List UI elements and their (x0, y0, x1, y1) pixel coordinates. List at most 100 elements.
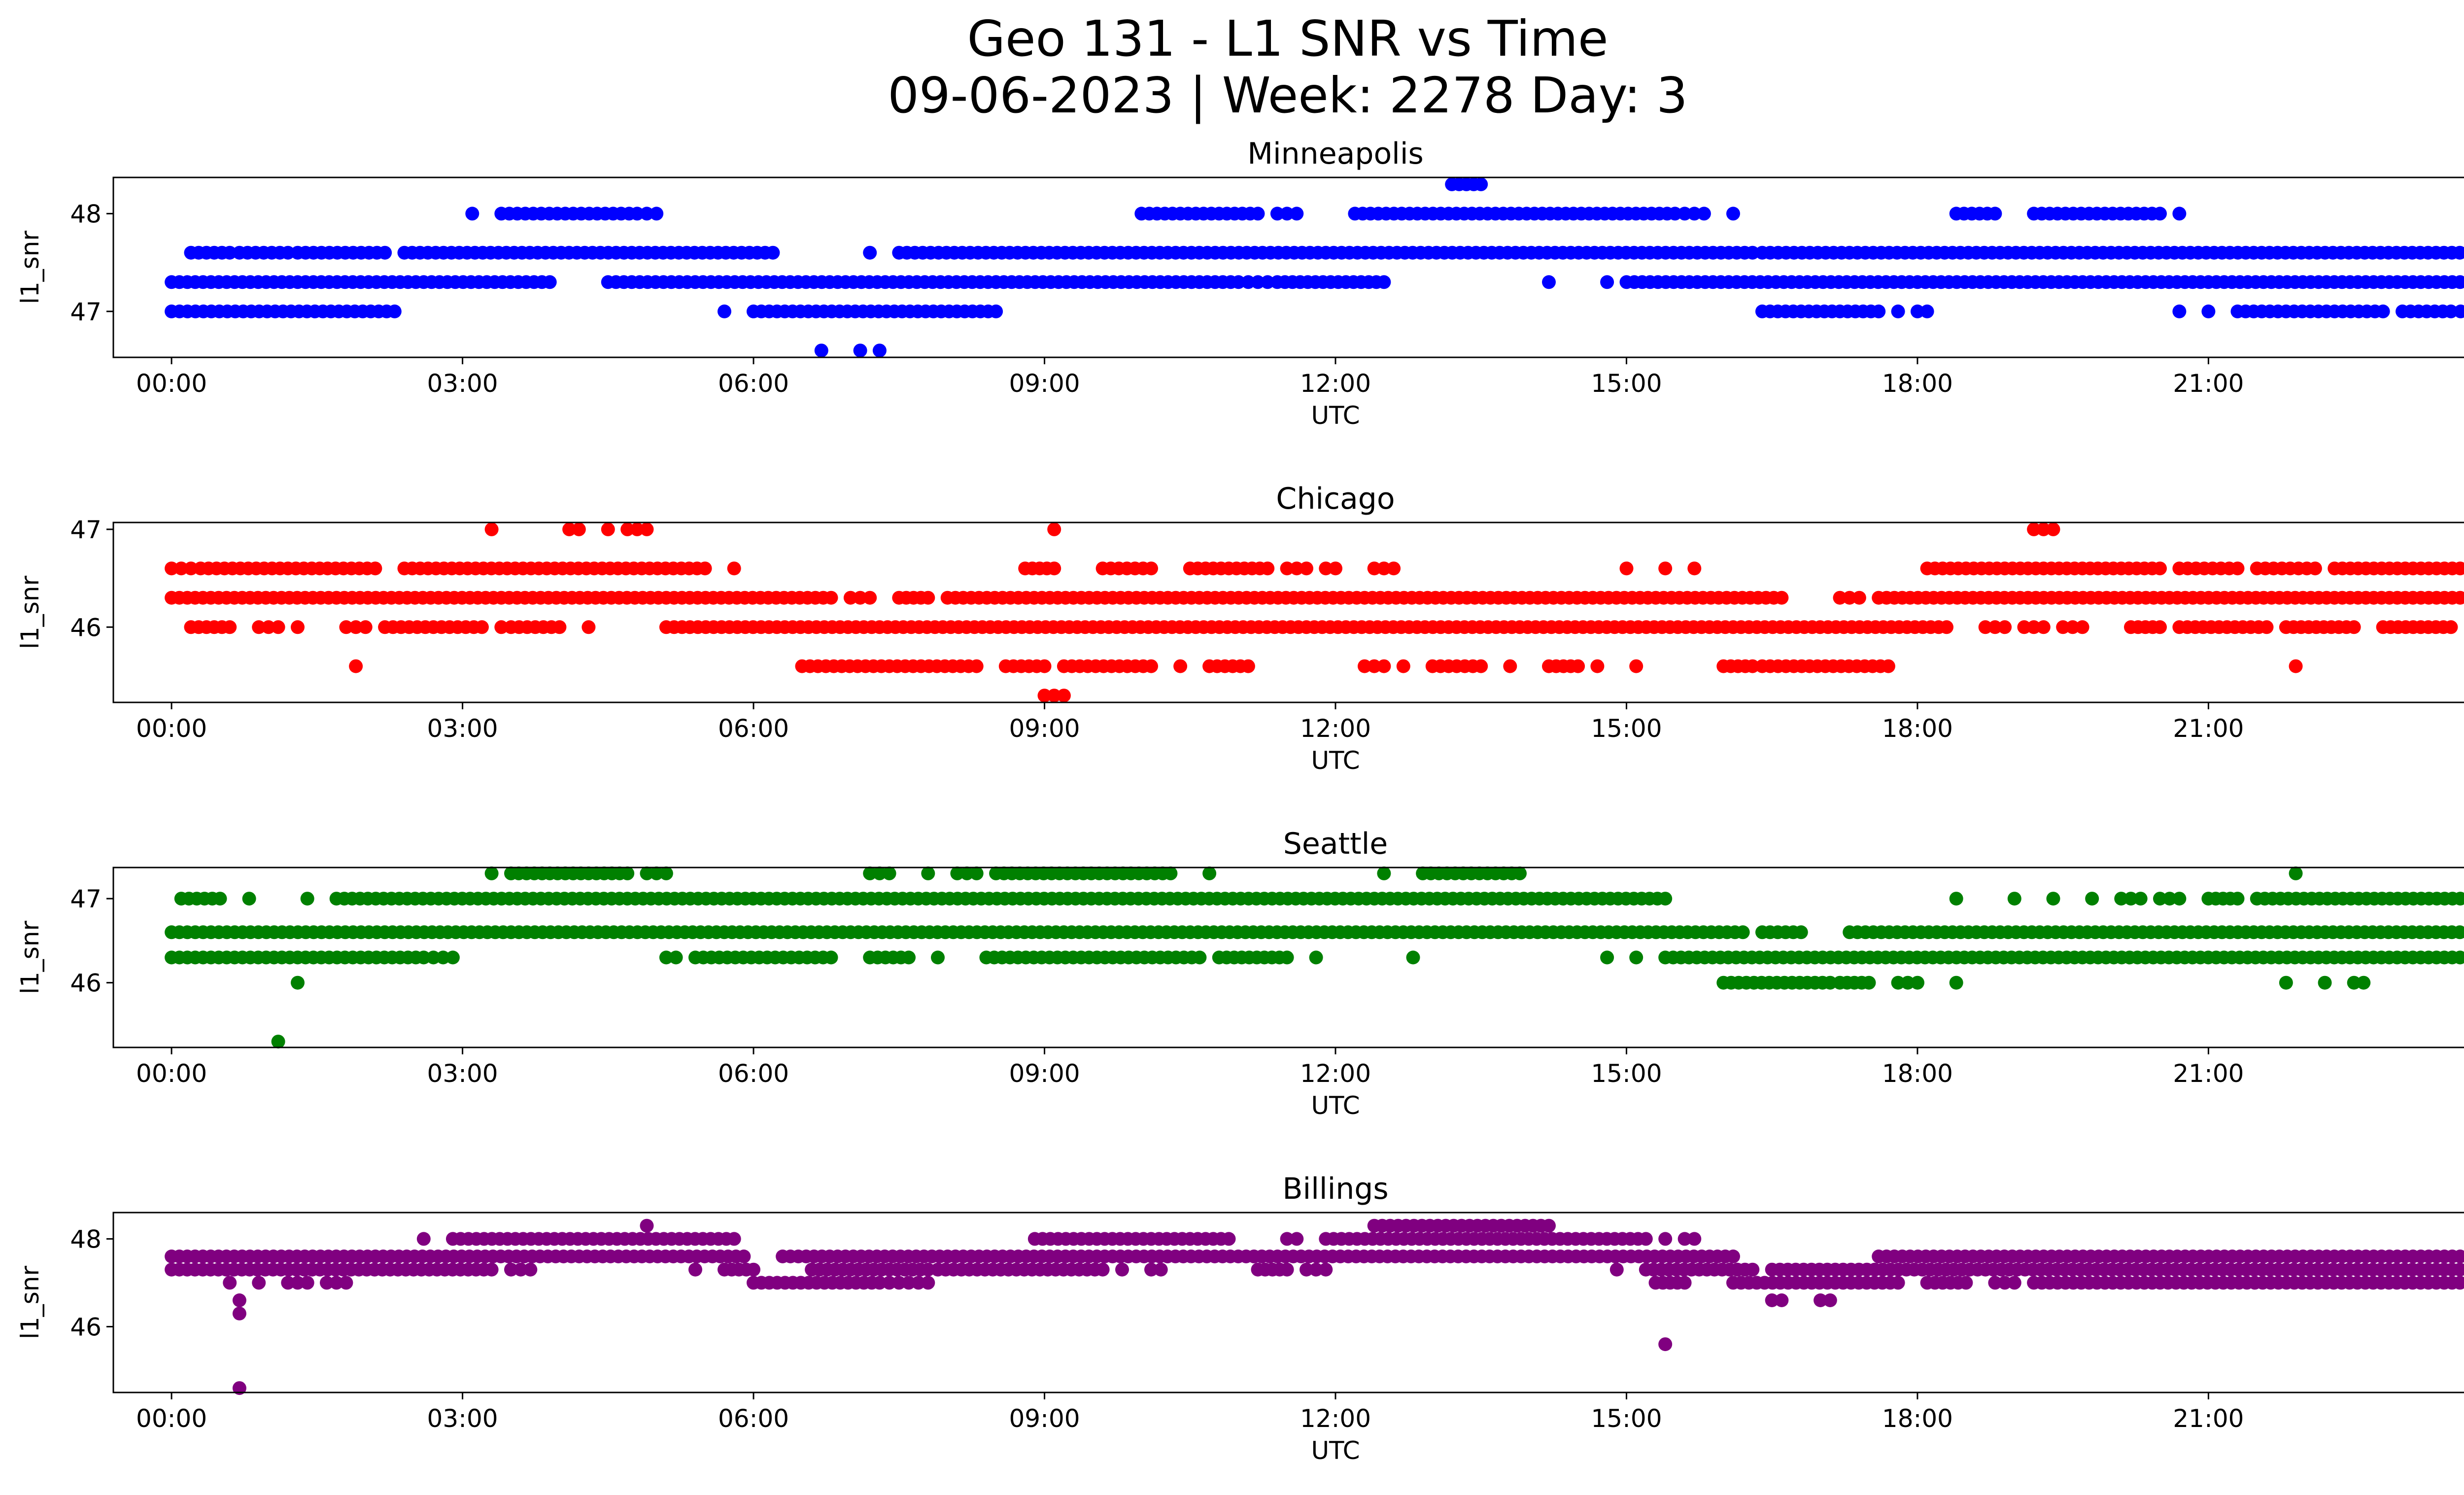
data-point (1639, 1232, 1653, 1246)
x-tick-label: 06:00 (718, 714, 789, 743)
axes-frame (112, 522, 2464, 703)
data-point (1629, 659, 1643, 673)
data-point (1658, 1337, 1673, 1352)
data-point (882, 1276, 896, 1290)
data-point (1658, 892, 1673, 906)
data-point (843, 591, 857, 605)
data-point (1891, 975, 1905, 990)
data-point (572, 522, 586, 536)
data-point (2162, 892, 2177, 906)
data-point (1949, 892, 1963, 906)
subplot-title: Seattle (1283, 827, 1388, 861)
data-point (543, 275, 557, 289)
data-point (2036, 620, 2051, 634)
data-point (2453, 275, 2464, 289)
data-point (300, 892, 314, 906)
data-point (1862, 975, 1876, 990)
data-point (1144, 561, 1158, 576)
data-point (1542, 1218, 1556, 1233)
data-point (1164, 866, 1178, 880)
data-point (1377, 866, 1391, 880)
x-tick-label: 21:00 (2173, 369, 2244, 398)
data-point (2357, 975, 2371, 990)
subplot-title: Chicago (1276, 482, 1395, 516)
data-point (2453, 561, 2464, 576)
data-point (863, 245, 877, 260)
data-point (2453, 1262, 2464, 1277)
data-point (1891, 1276, 1905, 1290)
data-point (921, 1276, 935, 1290)
data-point (475, 620, 489, 634)
data-point (2461, 562, 2464, 574)
data-point (1775, 1293, 1789, 1307)
x-tick-label: 18:00 (1882, 1404, 1953, 1433)
data-point (747, 1262, 760, 1277)
y-tick-label: 48 (70, 1225, 102, 1253)
data-point (484, 1262, 499, 1277)
y-axis-label: l1_snr (16, 921, 44, 994)
data-point (863, 591, 877, 605)
data-point (1677, 207, 1692, 221)
data-point (1998, 620, 2012, 634)
data-point (329, 1276, 343, 1290)
data-point (271, 620, 285, 634)
data-point (640, 207, 654, 221)
data-point (1852, 591, 1866, 605)
data-point (2347, 975, 2361, 990)
data-point (1251, 275, 1265, 289)
data-point (2461, 1277, 2464, 1288)
data-point (853, 344, 867, 358)
data-point (1367, 659, 1381, 673)
data-point (358, 620, 373, 634)
data-point (1329, 561, 1342, 576)
data-point (1503, 659, 1517, 673)
data-point (669, 950, 683, 965)
data-point (1677, 1276, 1692, 1290)
y-axis-label: l1_snr (16, 1266, 44, 1339)
x-tick-label: 03:00 (427, 1404, 498, 1433)
x-tick-label: 09:00 (1009, 1404, 1080, 1433)
data-point (2172, 892, 2187, 906)
subplot-chicago: Chicago 00:00 03:00 06:00 09:00 12:00 15:00 18:… (16, 482, 2464, 775)
x-tick-label: 03:00 (427, 1059, 498, 1088)
x-tick-label: 21:00 (2173, 1404, 2244, 1433)
data-point (1600, 275, 1614, 289)
data-point (232, 1381, 246, 1395)
y-tick-label: 46 (70, 613, 102, 642)
data-point (1959, 1276, 1973, 1290)
x-tick-label: 00:00 (136, 1059, 207, 1088)
data-point (766, 245, 780, 260)
y-tick-label: 48 (70, 200, 102, 228)
data-point (2201, 304, 2216, 318)
x-tick-label: 06:00 (718, 369, 789, 398)
subplot-billings: Billings 00:00 03:00 06:00 09:00 12:00 15:00 18… (16, 1172, 2464, 1465)
x-tick-label: 15:00 (1591, 369, 1662, 398)
data-point (1251, 207, 1265, 221)
data-point (969, 866, 984, 880)
data-point (1232, 275, 1246, 289)
x-tick-label: 00:00 (136, 714, 207, 743)
x-tick-label: 15:00 (1591, 714, 1662, 743)
data-point (416, 950, 431, 965)
data-point (174, 561, 188, 576)
data-point (1765, 1293, 1779, 1307)
data-point (1745, 659, 1760, 673)
data-point (1474, 659, 1488, 673)
data-point (2056, 620, 2070, 634)
data-point (552, 620, 567, 634)
x-tick-label: 09:00 (1009, 369, 1080, 398)
data-point (2289, 659, 2303, 673)
data-point (1794, 925, 1808, 939)
data-point (1047, 689, 1061, 703)
data-point (640, 1218, 654, 1233)
data-point (232, 1306, 246, 1321)
data-point (620, 866, 635, 880)
data-point (484, 522, 499, 536)
data-point (1222, 1232, 1236, 1246)
data-point (1658, 1232, 1673, 1246)
data-point (2153, 620, 2167, 634)
data-points (165, 177, 2464, 358)
data-point (872, 344, 887, 358)
data-point (620, 522, 635, 536)
